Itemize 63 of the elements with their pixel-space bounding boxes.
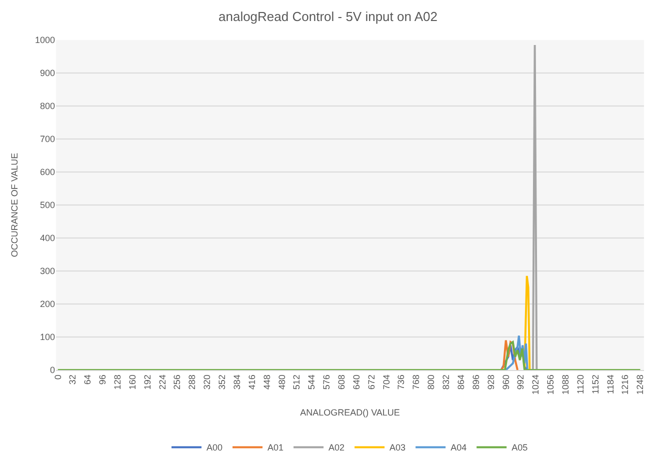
y-tick-label: 600 xyxy=(40,167,55,178)
x-tick-label: 544 xyxy=(306,374,317,390)
x-tick-label: 1184 xyxy=(605,374,616,394)
x-tick-label: 768 xyxy=(411,374,422,390)
x-tick-label: 1056 xyxy=(546,374,556,395)
y-tick-label: 0 xyxy=(50,365,55,376)
x-tick-label: 608 xyxy=(336,374,347,390)
x-tick-label: 1088 xyxy=(560,374,571,395)
x-tick-label: 416 xyxy=(246,374,257,390)
x-tick-label: 576 xyxy=(322,374,332,390)
line-series xyxy=(56,340,642,370)
x-tick-label: 448 xyxy=(262,374,272,390)
x-axis-title: ANALOGREAD() VALUE xyxy=(300,407,400,418)
line-series xyxy=(500,339,519,370)
x-tick-label: 480 xyxy=(276,374,287,390)
x-tick-label: 64 xyxy=(82,374,93,385)
y-tick-label: 800 xyxy=(40,101,55,112)
x-tick-label: 512 xyxy=(292,374,302,390)
y-tick-label: 200 xyxy=(40,299,55,310)
y-tick-label: 1000 xyxy=(34,35,55,46)
x-tick-label: 288 xyxy=(187,374,198,390)
x-tick-label: 256 xyxy=(172,374,182,390)
x-tick-label: 352 xyxy=(217,374,228,390)
x-tick-label: 704 xyxy=(381,374,392,390)
x-tick-label: 640 xyxy=(351,374,362,390)
x-tick-label: 800 xyxy=(426,374,436,390)
x-tick-label: 128 xyxy=(112,374,123,390)
x-tick-label: 32 xyxy=(68,374,78,385)
x-tick-label: 960 xyxy=(500,374,511,390)
x-tick-label: 832 xyxy=(441,374,452,390)
y-tick-label: 400 xyxy=(40,233,55,244)
legend-label: A02 xyxy=(328,442,345,453)
y-tick-label: 500 xyxy=(40,200,55,210)
chart-title: analogRead Control - 5V input on A02 xyxy=(218,8,438,24)
y-tick-label: 700 xyxy=(40,134,55,144)
x-tick-label: 160 xyxy=(127,374,138,390)
x-tick-label: 1216 xyxy=(620,374,630,395)
x-tick-label: 320 xyxy=(202,374,212,390)
x-tick-label: 928 xyxy=(486,374,496,390)
x-tick-label: 992 xyxy=(516,374,526,390)
x-tick-label: 896 xyxy=(470,374,481,390)
x-tick-label: 672 xyxy=(366,374,376,390)
x-tick-label: 1152 xyxy=(590,374,600,394)
x-tick-label: 1024 xyxy=(530,374,541,395)
y-tick-label: 900 xyxy=(40,68,55,78)
x-tick-label: 224 xyxy=(157,374,168,390)
x-tick-label: 1120 xyxy=(575,374,586,394)
x-tick-label: 864 xyxy=(456,374,466,390)
x-tick-label: 736 xyxy=(396,374,406,390)
legend-label: A04 xyxy=(450,442,467,453)
legend-label: A03 xyxy=(390,442,406,453)
x-tick-label: 384 xyxy=(232,374,242,390)
legend-label: A01 xyxy=(268,442,284,453)
y-axis-title: OCCURANCE OF VALUE xyxy=(9,152,20,258)
legend-label: A00 xyxy=(206,442,223,453)
line-series xyxy=(504,334,528,370)
y-tick-label: 100 xyxy=(40,332,55,342)
legend-label: A05 xyxy=(512,442,528,453)
y-tick-label: 300 xyxy=(40,266,55,276)
x-tick-label: 96 xyxy=(98,374,108,385)
x-tick-label: 1248 xyxy=(635,374,646,395)
x-tick-label: 192 xyxy=(142,374,152,390)
x-tick-label: 0 xyxy=(52,374,63,380)
